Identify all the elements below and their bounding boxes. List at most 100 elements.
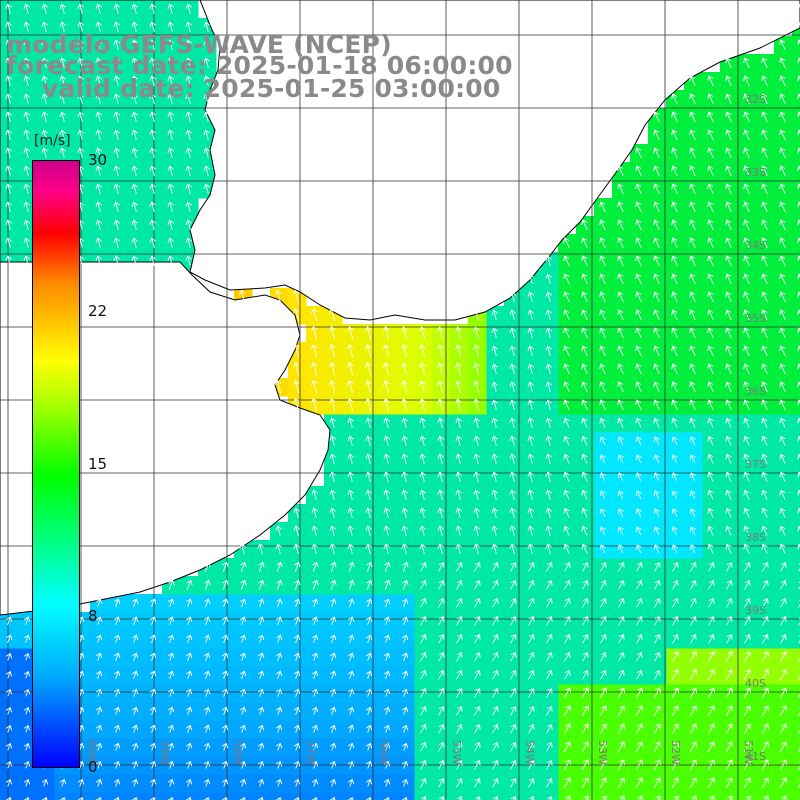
wind-arrow [185,237,192,248]
wind-arrow [239,742,247,751]
wind-arrow [564,652,571,662]
wind-arrow [617,291,624,303]
wind-arrow [725,129,732,141]
model-title: modelo GEFS-WAVE (NCEP) [6,30,392,59]
wind-arrow [725,57,732,69]
wind-arrow [761,489,768,500]
wind-arrow [743,525,750,536]
wind-arrow [95,147,102,158]
wind-arrow [546,580,553,590]
wind-arrow [203,670,211,679]
wind-arrow [600,598,607,608]
wind-arrow [185,93,192,104]
wind-arrow [473,453,480,464]
wind-speed-cell [792,324,800,343]
wind-arrow [743,453,750,464]
wind-speed-cell [378,792,397,800]
wind-speed-cell [792,666,800,685]
wind-arrow [689,165,696,177]
wind-arrow [204,579,211,590]
wind-arrow [455,362,462,375]
wind-speed-cell [720,792,739,800]
wind-arrow [257,652,265,661]
wind-arrow [671,687,679,699]
wind-arrow [438,634,445,644]
wind-arrow [617,454,624,464]
wind-arrow [329,326,336,340]
wind-arrow [582,670,589,680]
wind-arrow [761,147,768,159]
wind-arrow [689,417,696,428]
wind-arrow [365,471,372,482]
wind-arrow [365,616,373,626]
wind-arrow [257,706,265,715]
wind-arrow [617,723,625,735]
wind-arrow [203,616,211,626]
wind-arrow [709,795,715,800]
wind-arrow [95,706,103,715]
wind-arrow [565,795,571,800]
wind-arrow [474,724,481,734]
wind-arrow [725,381,732,393]
wind-arrow [689,129,696,141]
wind-arrow [761,507,768,518]
wind-arrow [293,397,300,412]
wind-arrow [726,634,733,644]
wind-arrow [185,39,192,50]
wind-arrow [510,742,517,752]
wind-arrow [383,616,391,626]
wind-arrow [383,778,391,787]
wind-arrow [691,795,697,800]
wind-arrow [330,579,337,590]
wind-arrow [402,579,409,590]
wind-arrow [618,634,625,644]
wind-arrow [294,598,301,608]
wind-arrow [617,399,624,411]
wind-arrow [149,706,157,715]
wind-arrow [420,724,427,734]
wind-arrow [780,616,787,626]
wind-arrow [635,741,643,753]
wind-arrow [653,201,660,213]
wind-arrow [797,111,800,118]
wind-arrow [311,706,319,715]
wind-arrow [365,435,372,446]
wind-arrow [113,75,120,86]
wind-arrow [347,742,355,751]
wind-arrow [437,543,444,554]
wind-arrow [491,471,498,482]
wind-arrow [689,651,698,663]
wind-arrow [528,598,535,608]
wind-arrow [671,651,680,663]
wind-arrow [797,129,800,136]
wind-arrow [437,398,444,412]
wind-speed-cell [324,792,343,800]
wind-arrow [402,561,409,572]
wind-arrow [726,562,733,572]
wind-arrow [401,760,409,769]
wind-arrow [653,255,660,267]
wind-arrow [743,201,750,213]
latitude-label: 39S [745,604,766,617]
wind-arrow [23,796,30,800]
wind-arrow [167,219,174,230]
wind-arrow [689,741,697,753]
wind-arrow [41,111,48,122]
wind-arrow [671,526,678,536]
wind-arrow [725,435,732,446]
wind-speed-cell [108,792,127,800]
wind-arrow [365,344,372,358]
wind-arrow [617,526,624,536]
wind-arrow [365,742,373,751]
wind-speed-cell [612,792,631,800]
wind-arrow [222,598,229,608]
wind-arrow [149,111,156,122]
wind-arrow [707,723,715,735]
wind-arrow [113,3,120,14]
wind-arrow [743,255,750,267]
wind-arrow [150,598,157,608]
wind-arrow [420,778,427,788]
wind-arrow [41,57,48,68]
wind-arrow [95,616,103,626]
